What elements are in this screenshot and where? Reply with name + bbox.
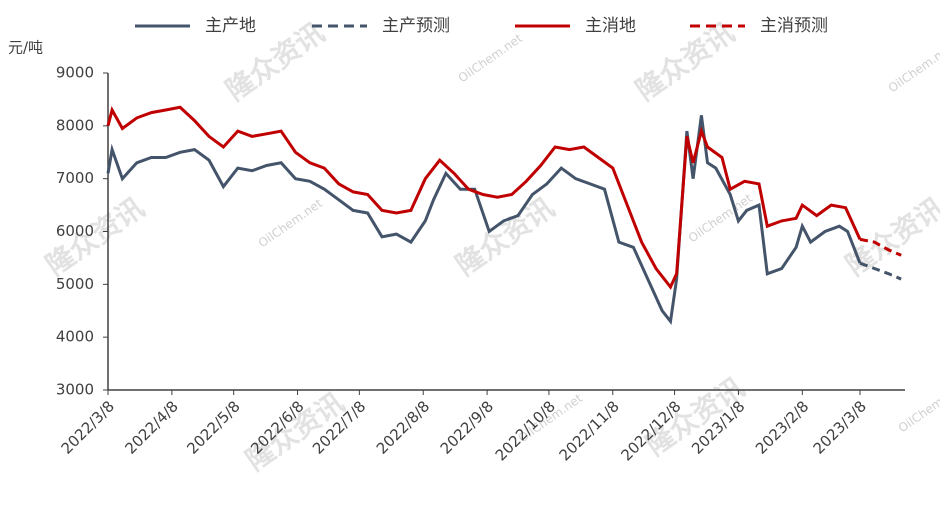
legend-label: 主产地 — [205, 16, 256, 36]
x-tick-label: 2022/5/8 — [183, 397, 243, 457]
line — [106, 105, 862, 290]
legend-label: 主消地 — [585, 16, 636, 36]
y-tick-label: 4000 — [56, 328, 94, 346]
watermark: OilChem.net — [686, 191, 755, 245]
watermark: 隆众资讯 — [840, 191, 940, 282]
legend-label: 主产预测 — [382, 16, 450, 36]
watermark: 隆众资讯 — [630, 16, 741, 107]
x-tick-label: 2023/3/8 — [810, 397, 870, 457]
watermark: 隆众资讯 — [450, 191, 561, 282]
y-tick-label: 6000 — [56, 222, 94, 240]
x-tick-label: 2022/8/8 — [373, 397, 433, 457]
y-tick-label: 8000 — [56, 116, 94, 134]
line — [106, 115, 862, 325]
x-tick-label: 2022/3/8 — [58, 397, 118, 457]
x-tick-label: 2022/10/8 — [492, 397, 559, 464]
line — [859, 261, 902, 281]
y-tick-label: 9000 — [56, 64, 94, 82]
y-tick-label: 5000 — [56, 275, 94, 293]
y-tick-label: 3000 — [56, 381, 94, 399]
x-tick-label: 2023/2/8 — [752, 397, 812, 457]
x-tick-label: 2022/4/8 — [122, 397, 182, 457]
watermark: OilChem.net — [456, 31, 525, 85]
y-label: 元/吨 — [8, 39, 43, 57]
watermark: OilChem.net — [256, 196, 325, 250]
y-tick-label: 7000 — [56, 169, 94, 187]
watermark: OilChem.net — [896, 381, 940, 435]
line — [859, 237, 902, 257]
x-tick-label: 2022/9/8 — [437, 397, 497, 457]
legend-label: 主消预测 — [760, 16, 828, 36]
watermark: OilChem.net — [886, 41, 940, 95]
